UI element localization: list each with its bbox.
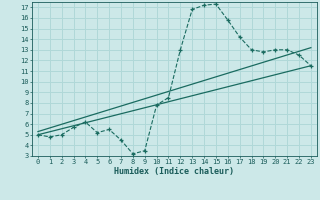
X-axis label: Humidex (Indice chaleur): Humidex (Indice chaleur)	[115, 167, 234, 176]
